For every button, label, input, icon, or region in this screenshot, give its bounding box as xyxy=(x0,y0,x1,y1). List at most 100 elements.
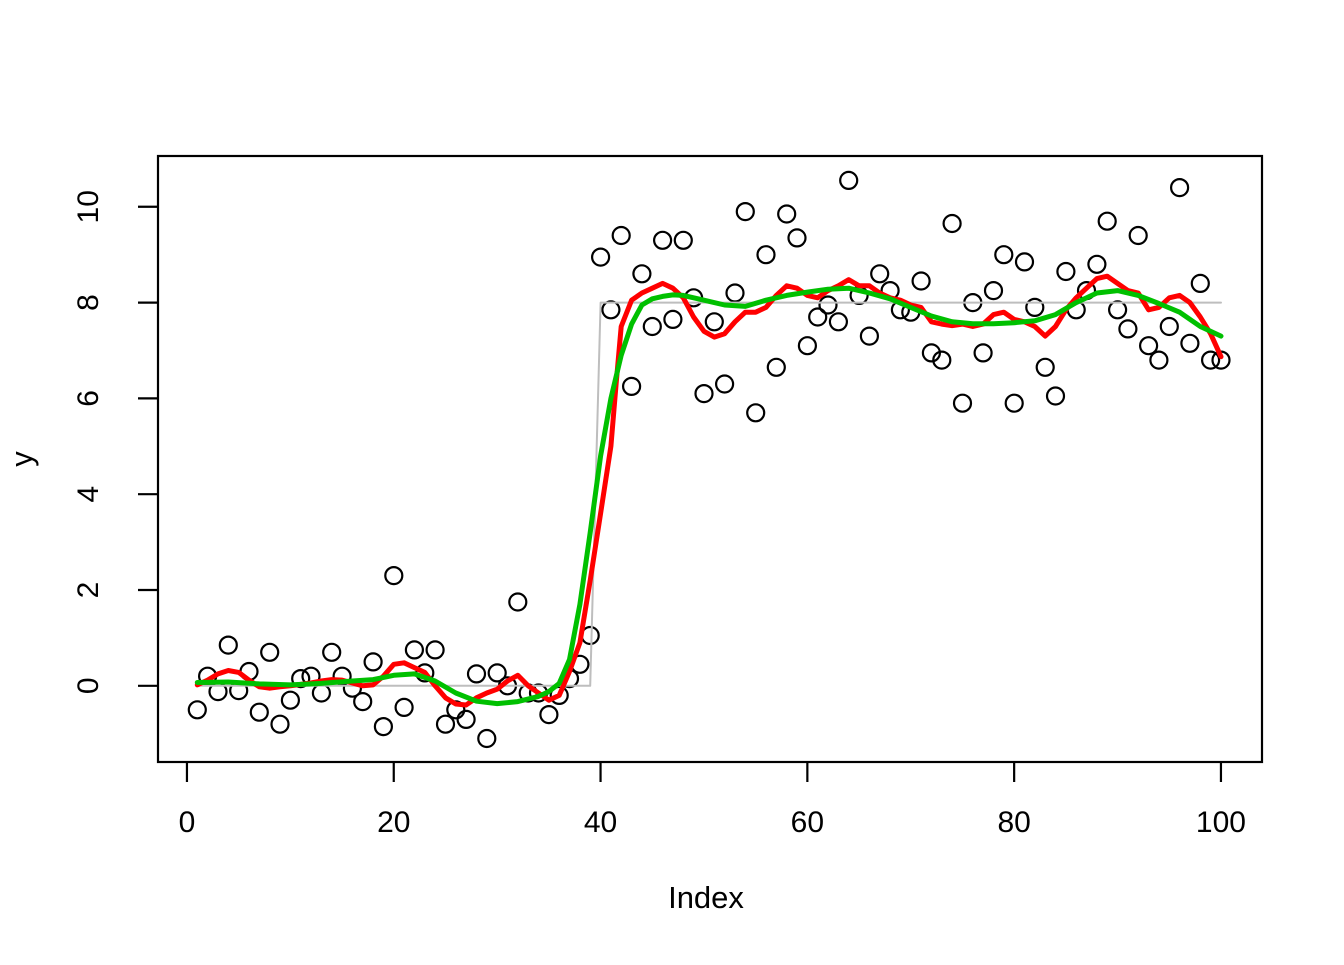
y-tick-label: 4 xyxy=(72,486,105,503)
data-point xyxy=(746,403,766,423)
data-point xyxy=(311,683,331,703)
y-tick-label: 8 xyxy=(72,294,105,311)
y-axis-ticks: 0 2 4 6 8 10 xyxy=(72,190,158,694)
data-point xyxy=(735,202,755,222)
x-tick-label: 0 xyxy=(179,806,196,839)
data-point xyxy=(373,716,393,737)
data-point xyxy=(694,384,714,404)
data-point xyxy=(859,326,880,346)
data-point xyxy=(394,697,414,718)
data-point xyxy=(983,281,1004,301)
data-point xyxy=(1097,211,1117,231)
data-point xyxy=(539,704,559,725)
data-point xyxy=(508,592,528,612)
y-tick-label: 0 xyxy=(72,677,105,694)
data-point xyxy=(1004,393,1024,413)
data-point xyxy=(1035,357,1055,377)
data-point xyxy=(435,714,456,734)
data-point xyxy=(218,635,238,655)
data-point xyxy=(704,312,724,332)
y-axis-title: y xyxy=(4,451,39,467)
x-tick-label: 40 xyxy=(584,806,617,839)
x-axis-ticks: 0 20 40 60 80 100 xyxy=(179,762,1246,839)
data-point xyxy=(1149,350,1169,370)
data-point xyxy=(456,709,476,730)
data-point xyxy=(766,357,786,377)
data-point xyxy=(777,204,797,224)
data-point xyxy=(1128,225,1148,246)
data-point xyxy=(322,642,342,662)
data-point xyxy=(1107,300,1128,320)
data-point xyxy=(1056,261,1076,282)
data-point xyxy=(756,245,776,265)
data-point xyxy=(828,312,849,332)
data-point xyxy=(725,283,745,303)
data-point xyxy=(487,663,507,683)
data-point xyxy=(280,690,300,710)
data-point xyxy=(621,376,642,396)
data-point xyxy=(425,640,445,660)
x-axis-title: Index xyxy=(668,880,744,915)
data-point xyxy=(260,642,280,662)
data-point xyxy=(466,664,487,684)
data-point xyxy=(353,691,373,712)
x-tick-label: 80 xyxy=(997,806,1030,839)
data-point xyxy=(1159,316,1179,337)
data-point xyxy=(611,225,631,246)
data-point xyxy=(952,393,973,413)
data-point xyxy=(1169,178,1190,198)
data-point xyxy=(973,343,993,363)
data-point xyxy=(1087,254,1107,274)
green-smoother-line xyxy=(194,285,1224,707)
data-point xyxy=(363,652,383,672)
data-point xyxy=(808,307,828,327)
scatter-points xyxy=(187,170,1231,749)
data-point xyxy=(332,666,352,686)
data-point xyxy=(942,213,962,234)
y-tick-label: 10 xyxy=(72,190,105,223)
x-tick-label: 100 xyxy=(1196,806,1246,839)
data-point xyxy=(187,700,207,720)
data-point xyxy=(870,264,890,284)
data-point xyxy=(839,170,859,190)
y-tick-label: 2 xyxy=(72,582,105,599)
data-point xyxy=(932,350,952,370)
data-point xyxy=(1180,333,1200,353)
data-point xyxy=(249,702,269,722)
data-point xyxy=(1118,319,1138,339)
x-tick-label: 20 xyxy=(377,806,410,839)
data-point xyxy=(994,245,1014,265)
data-point xyxy=(1190,273,1210,293)
x-tick-label: 60 xyxy=(791,806,824,839)
data-point xyxy=(1045,386,1066,406)
data-point xyxy=(818,295,838,315)
data-point xyxy=(477,728,497,749)
data-point xyxy=(1014,252,1035,272)
data-point xyxy=(787,228,807,248)
data-point xyxy=(549,685,569,706)
data-point xyxy=(911,271,931,291)
data-point xyxy=(652,230,673,250)
plot-box xyxy=(156,154,1264,764)
data-point xyxy=(642,316,662,337)
data-point xyxy=(663,309,683,329)
data-point xyxy=(1200,350,1221,370)
data-point xyxy=(590,247,611,267)
red-smoother-line xyxy=(194,273,1224,708)
data-point xyxy=(384,565,404,586)
data-point xyxy=(404,640,424,660)
data-point xyxy=(632,264,652,284)
smoother-lines xyxy=(194,273,1224,708)
data-point xyxy=(291,668,311,689)
data-point xyxy=(673,230,693,250)
data-point xyxy=(270,714,290,734)
y-tick-label: 6 xyxy=(72,390,105,407)
data-point xyxy=(797,336,818,356)
data-point xyxy=(601,300,621,320)
data-point xyxy=(1138,336,1159,356)
gray-step-line-line xyxy=(196,301,1222,687)
data-point xyxy=(714,374,735,394)
data-point xyxy=(1025,297,1045,317)
